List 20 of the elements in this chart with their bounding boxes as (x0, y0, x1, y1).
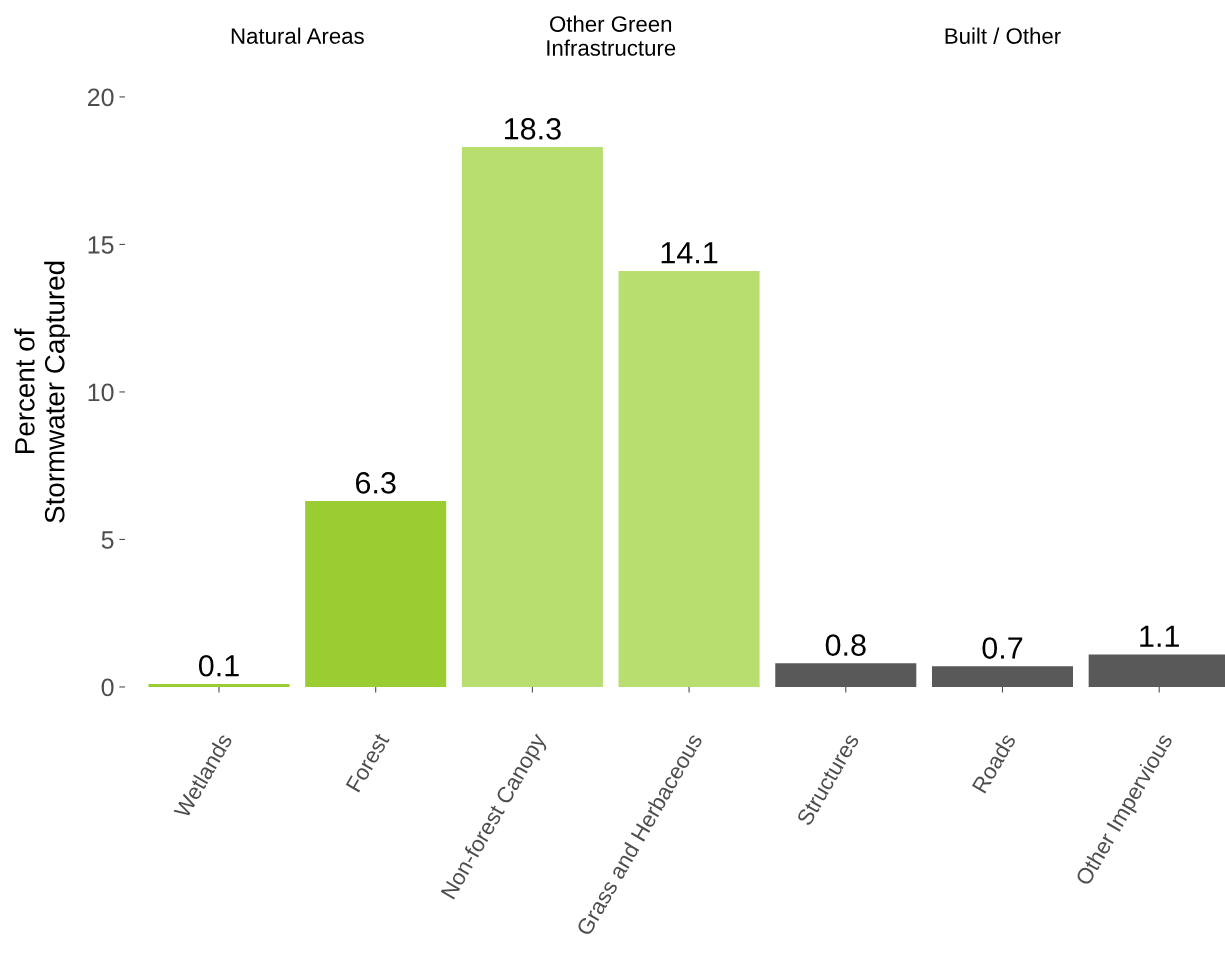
bar (461, 147, 603, 687)
bar (618, 270, 760, 687)
bar (305, 501, 447, 687)
y-tick-label: 15 (88, 236, 114, 254)
data-label: 1.1 (1140, 625, 1179, 647)
text: Built / Other (945, 27, 1061, 44)
data-label: 18.3 (504, 118, 561, 140)
data-label: 0.8 (825, 634, 866, 656)
y-tick-label: 20 (87, 88, 114, 107)
data-label: 6.3 (355, 472, 396, 494)
y-tick-label: 10 (88, 383, 114, 402)
y-axis-title: Percent of Stormwater Captured (14, 261, 71, 523)
data-label: 14.1 (661, 242, 718, 264)
data-label: 0.7 (982, 637, 1023, 659)
text: Natural Areas (231, 27, 364, 44)
data-label: 0.1 (198, 654, 239, 677)
bar (148, 684, 290, 687)
y-tick-label: 0 (101, 678, 114, 697)
text: Other Green Infrastructure (547, 15, 676, 56)
y-tick-label: 5 (101, 531, 114, 549)
